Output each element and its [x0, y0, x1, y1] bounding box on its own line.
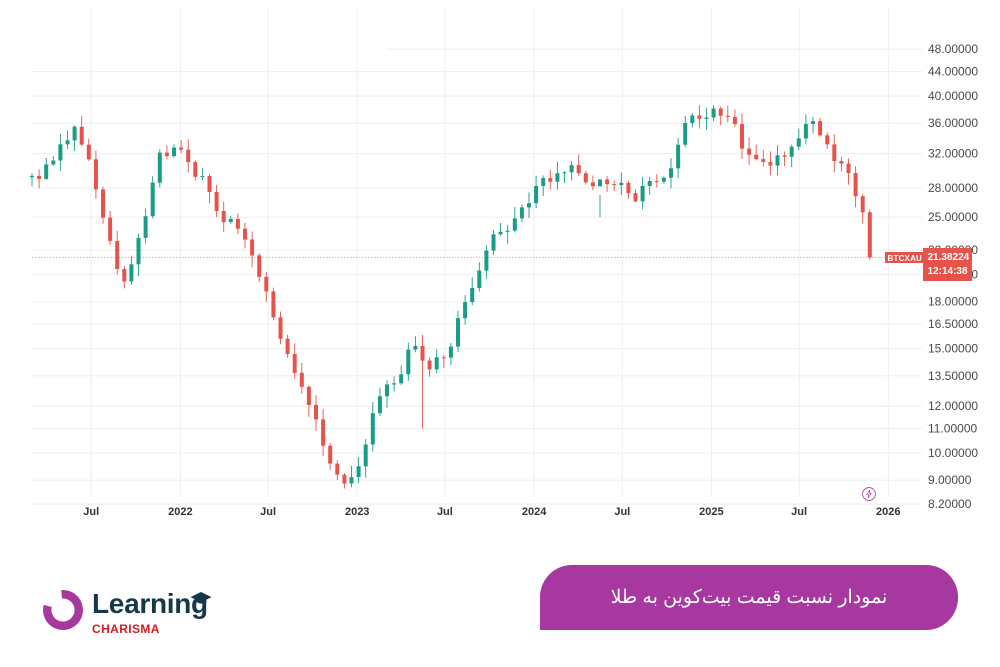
- svg-text:32.00000: 32.00000: [928, 147, 978, 161]
- svg-text:40.00000: 40.00000: [928, 89, 978, 103]
- svg-text:2024: 2024: [522, 506, 547, 518]
- svg-text:48.00000: 48.00000: [928, 42, 978, 56]
- svg-text:Jul: Jul: [614, 506, 630, 518]
- svg-text:36.00000: 36.00000: [928, 116, 978, 130]
- svg-text:44.00000: 44.00000: [928, 65, 978, 79]
- svg-text:15.00000: 15.00000: [928, 342, 978, 356]
- svg-text:2026: 2026: [876, 506, 900, 518]
- svg-text:25.00000: 25.00000: [928, 210, 978, 224]
- svg-text:8.20000: 8.20000: [928, 497, 972, 511]
- svg-text:10.00000: 10.00000: [928, 446, 978, 460]
- svg-text:Jul: Jul: [791, 506, 807, 518]
- svg-text:13.50000: 13.50000: [928, 369, 978, 383]
- svg-text:11.00000: 11.00000: [928, 422, 977, 436]
- svg-text:2022: 2022: [168, 506, 192, 518]
- svg-text:2025: 2025: [699, 506, 723, 518]
- svg-text:16.50000: 16.50000: [928, 317, 978, 331]
- svg-text:28.00000: 28.00000: [928, 181, 978, 195]
- svg-text:Jul: Jul: [83, 506, 99, 518]
- svg-text:Jul: Jul: [437, 506, 453, 518]
- svg-text:9.00000: 9.00000: [928, 473, 972, 487]
- svg-text:Jul: Jul: [260, 506, 276, 518]
- svg-text:2023: 2023: [345, 506, 369, 518]
- svg-text:12.00000: 12.00000: [928, 399, 978, 413]
- svg-text:18.00000: 18.00000: [928, 295, 978, 309]
